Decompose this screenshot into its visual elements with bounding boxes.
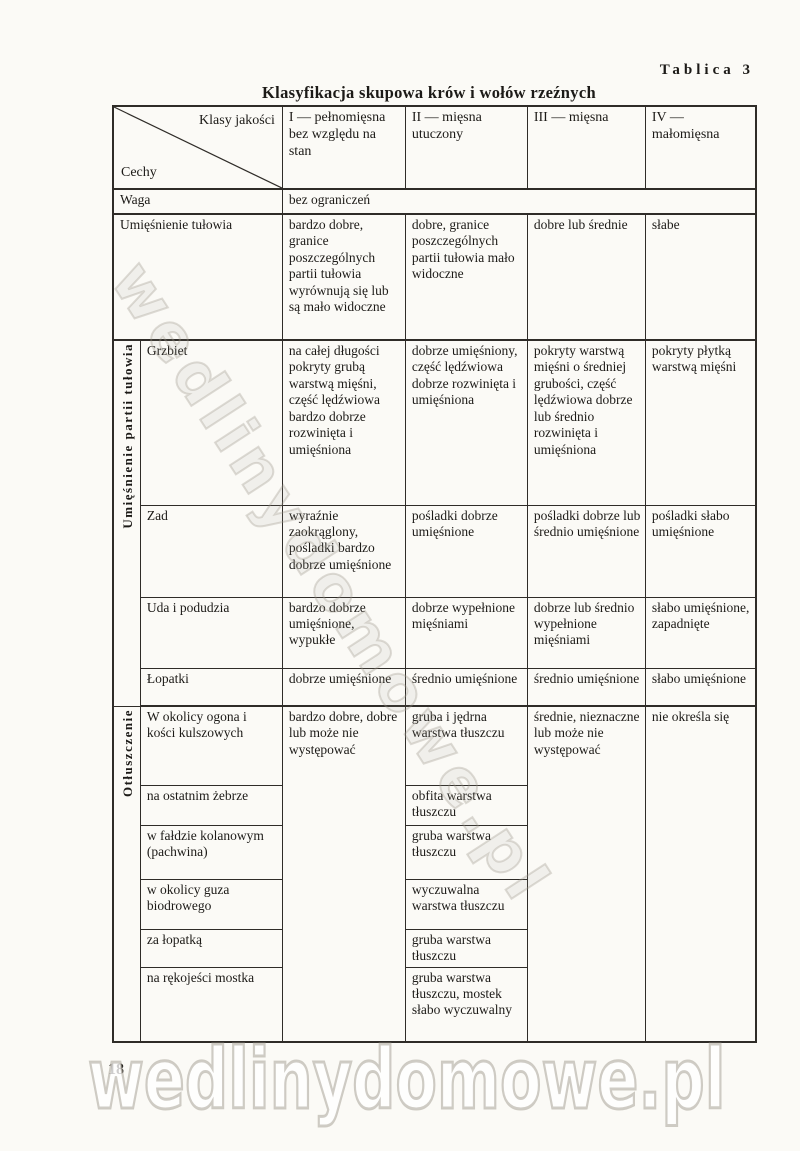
row-label-cell: Uda i podudzia <box>139 596 283 669</box>
classification-table: Klasy jakości Cechy I — pełnomięsna bez … <box>112 105 758 1043</box>
data-cell: wyczuwalna warstwa tłuszczu <box>404 878 528 930</box>
row-label-cell: na ostatnim żebrze <box>139 784 283 826</box>
row-label-cell: W okolicy ogona i kości kulszowych <box>139 705 283 786</box>
data-cell: pośladki słabo umięśnione <box>644 504 757 598</box>
fat-row-4: w okolicy guza biodrowego wyczuwalna war… <box>113 878 756 930</box>
fat-row-2: na ostatnim żebrze obfita warstwa tłuszc… <box>113 784 756 826</box>
data-cell: dobrze umięśnione <box>281 667 406 707</box>
section-label-cell: Otłuszczenie <box>112 705 141 1043</box>
data-cell: średnio umięśnione <box>526 667 646 707</box>
row-label-cell: za łopatką <box>139 928 283 968</box>
data-cell: dobrze umięśniony, część lędźwiowa dobrz… <box>404 339 528 506</box>
row-label-cell: Łopatki <box>139 667 283 707</box>
page-number: 18 <box>108 1061 124 1078</box>
data-cell: średnio umięśnione <box>404 667 528 707</box>
vertical-section-label: Umięśnienie partii tułowia <box>120 343 135 529</box>
data-cell: gruba warstwa tłuszczu <box>404 824 528 880</box>
data-cell: gruba warstwa tłuszczu <box>404 928 528 968</box>
column-header-class-1: I — pełnomięsna bez względu na stan <box>281 105 406 190</box>
row-label-cell: Zad <box>139 504 283 598</box>
table-header-row: Klasy jakości Cechy I — pełnomięsna bez … <box>112 105 757 190</box>
fat-row-5: za łopatką gruba warstwa tłuszczu <box>113 928 756 968</box>
vertical-section-label: Otłuszczenie <box>120 708 135 797</box>
data-cell: pokryty warstwą mięśni o średniej gruboś… <box>526 339 646 506</box>
fat-row-6: na rękojeści mostka gruba warstwa tłuszc… <box>113 966 756 1043</box>
column-header-class-2: II — mięsna utuczony <box>404 105 528 190</box>
row-label-cell: Grzbiet <box>139 339 283 506</box>
data-cell: pośladki dobrze lub średnio umięśnione <box>526 504 646 598</box>
bottom-watermark: wedlinydomowe.pl <box>87 1029 727 1130</box>
grzbiet-row: Umięśnienie partii tułowia Grzbiet na ca… <box>112 339 757 707</box>
data-cell: dobre lub średnie <box>526 213 646 341</box>
header-cechy: Cechy <box>121 164 157 180</box>
data-cell: słabo umięśnione <box>644 667 757 707</box>
data-cell: bardzo dobrze umięśnione, wypukłe <box>281 596 406 669</box>
uda-row: Uda i podudzia bardzo dobrze umięśnione,… <box>113 596 757 669</box>
zad-row: Zad wyraźnie zaokrąglony, pośladki bardz… <box>113 504 757 598</box>
header-klasy-jakosci: Klasy jakości <box>199 113 275 128</box>
page-title: Klasyfikacja skupowa krów i wołów rzeźny… <box>262 83 596 102</box>
data-cell: nie określa się <box>644 705 757 1043</box>
data-cell: dobrze wypełnione mięśniami <box>404 596 528 669</box>
row-label-cell: w okolicy guza biodrowego <box>139 878 283 930</box>
data-cell: wyraźnie zaokrąglony, pośladki bardzo do… <box>281 504 406 598</box>
section-label-cell: Umięśnienie partii tułowia <box>112 339 141 707</box>
diagonal-header-cell: Klasy jakości Cechy <box>112 105 283 190</box>
data-cell: średnie, nieznaczne lub może nie występo… <box>526 705 646 1043</box>
data-cell: dobre, granice poszczególnych partii tuł… <box>404 213 528 341</box>
data-cell: słabo umięśnione, zapadnięte <box>644 596 757 669</box>
data-cell: na całej długości pokryty grubą warstwą … <box>281 339 406 506</box>
lopatki-row: Łopatki dobrze umięśnione średnio umięśn… <box>113 667 757 707</box>
row-label-cell: Umięśnienie tułowia <box>112 213 283 341</box>
waga-row: Waga bez ograniczeń <box>112 188 757 215</box>
data-cell: bardzo dobre, granice poszczególnych par… <box>281 213 406 341</box>
data-cell: gruba i jędrna warstwa tłuszczu <box>404 705 528 786</box>
waga-label-cell: Waga <box>112 188 283 215</box>
data-cell: gruba warstwa tłuszczu, mostek słabo wyc… <box>404 966 528 1043</box>
data-cell: słabe <box>644 213 757 341</box>
row-label-cell: w fałdzie kolanowym (pachwina) <box>139 824 283 880</box>
data-cell: obfita warstwa tłuszczu <box>404 784 528 826</box>
data-cell: dobrze lub średnio wypełnione mięśniami <box>526 596 646 669</box>
waga-value-cell: bez ograniczeń <box>281 188 757 215</box>
fat-row-1: Otłuszczenie W okolicy ogona i kości kul… <box>112 705 757 1043</box>
data-cell: pośladki dobrze umięśnione <box>404 504 528 598</box>
trunk-muscling-row: Umięśnienie tułowia bardzo dobre, granic… <box>112 213 757 341</box>
column-header-class-3: III — mięsna <box>526 105 646 190</box>
column-header-class-4: IV — małomięsna <box>644 105 757 190</box>
diagonal-line <box>114 107 282 188</box>
fat-row-3: w fałdzie kolanowym (pachwina) gruba war… <box>113 824 756 880</box>
row-label-cell: na rękojeści mostka <box>139 966 283 1043</box>
data-cell: bardzo dobre, dobre lub może nie występo… <box>281 705 406 1043</box>
data-cell: pokryty płytką warstwą mięśni <box>644 339 757 506</box>
table-corner-label: Tablica 3 <box>659 62 754 78</box>
